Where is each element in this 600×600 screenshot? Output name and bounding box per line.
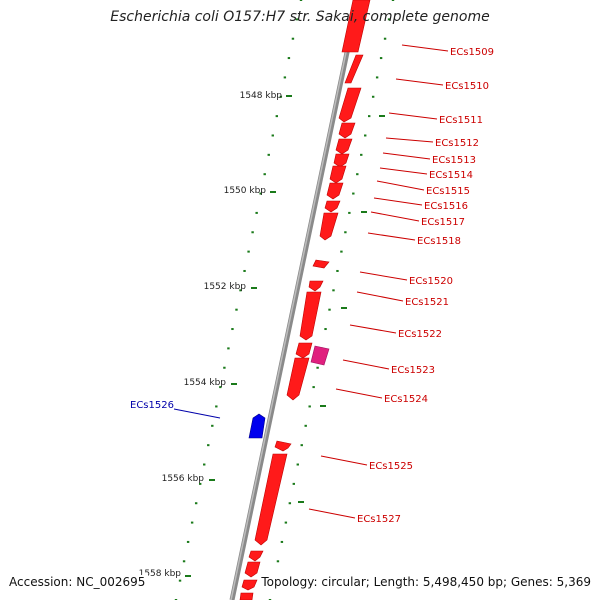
gene-ECs1517[interactable]	[324, 200, 341, 213]
gene-label[interactable]: ECs1516	[424, 201, 468, 212]
gene-small-a[interactable]	[248, 550, 264, 562]
gene-small-b[interactable]	[244, 561, 261, 578]
gene-small-d[interactable]	[239, 592, 254, 600]
gene-ECs1509[interactable]	[341, 0, 371, 53]
gene-leader-lines	[173, 44, 449, 519]
gene-ECs1514[interactable]	[333, 153, 350, 168]
kbp-label: 1554 kbp	[184, 378, 227, 388]
leader-ECs1523	[342, 359, 390, 370]
gene-label[interactable]: ECs1510	[445, 81, 489, 92]
kbp-label: 1552 kbp	[204, 282, 247, 292]
gene-ECs1520[interactable]	[312, 259, 330, 269]
kbp-label: 1550 kbp	[224, 186, 267, 196]
genome-backbone-highlight	[230, 0, 358, 600]
gene-ECs1513[interactable]	[335, 138, 353, 155]
leader-ECs1510	[395, 78, 444, 86]
gene-label[interactable]: ECs1526	[130, 400, 174, 411]
leader-ECs1514	[379, 167, 428, 175]
gene-label[interactable]: ECs1524	[384, 394, 428, 405]
leader-ECs1516	[373, 197, 423, 206]
leader-ECs1509	[401, 44, 449, 52]
leader-ECs1526	[173, 408, 221, 419]
gene-ECs1527[interactable]	[254, 453, 288, 546]
gene-label[interactable]: ECs1523	[391, 365, 435, 376]
kbp-label: 1558 kbp	[139, 569, 182, 579]
leader-ECs1520	[359, 271, 408, 281]
gene-ECs1526[interactable]	[248, 413, 266, 439]
gene-label[interactable]: ECs1515	[426, 186, 470, 197]
gene-ECs1523-red[interactable]	[295, 342, 313, 359]
gene-ECs1523[interactable]	[310, 345, 330, 366]
accession-label: Accession: NC_002695	[9, 575, 149, 589]
gene-ECs1512[interactable]	[338, 122, 356, 139]
gene-label[interactable]: ECs1511	[439, 115, 483, 126]
outer-tick-track	[268, 0, 395, 600]
gene-ECs1510[interactable]	[344, 54, 364, 84]
inner-tick-track	[174, 0, 303, 600]
gene-ECs1518[interactable]	[319, 212, 339, 241]
gene-label[interactable]: ECs1513	[432, 155, 476, 166]
leader-ECs1515	[376, 180, 425, 191]
leader-ECs1525	[320, 455, 368, 466]
gene-ECs1516[interactable]	[326, 182, 344, 200]
forward-gene-track	[239, 0, 371, 600]
gene-label[interactable]: ECs1527	[357, 514, 401, 525]
outer-major-ticks	[298, 115, 385, 503]
gene-small-c[interactable]	[241, 579, 258, 591]
gene-ECs1522[interactable]	[299, 291, 322, 341]
leader-ECs1524	[335, 388, 383, 399]
leader-ECs1513	[382, 152, 431, 160]
gene-ECs1515[interactable]	[329, 165, 347, 184]
gene-label[interactable]: ECs1509	[450, 47, 494, 58]
genome-backbone	[229, 0, 361, 600]
leader-ECs1527	[308, 508, 356, 519]
gene-label[interactable]: ECs1518	[417, 236, 461, 247]
gene-label[interactable]: ECs1514	[429, 170, 473, 181]
gene-label[interactable]: ECs1520	[409, 276, 453, 287]
gene-label[interactable]: ECs1517	[421, 217, 465, 228]
leader-ECs1522	[349, 324, 397, 334]
kbp-scale: 1548 kbp 1550 kbp 1552 kbp 1554 kbp 1556…	[139, 91, 292, 579]
leader-ECs1517	[370, 211, 420, 222]
kbp-label: 1548 kbp	[240, 91, 283, 101]
kbp-label: 1556 kbp	[162, 474, 205, 484]
leader-ECs1512	[385, 137, 434, 143]
gene-label[interactable]: ECs1522	[398, 329, 442, 340]
leader-ECs1511	[388, 112, 438, 120]
gene-label[interactable]: ECs1512	[435, 138, 479, 149]
gene-ECs1521[interactable]	[308, 280, 324, 292]
gene-label[interactable]: ECs1521	[405, 297, 449, 308]
map-title: Escherichia coli O157:H7 str. Sakai, com…	[110, 9, 490, 25]
gene-ECs1511[interactable]	[338, 87, 362, 123]
leader-ECs1521	[356, 291, 404, 302]
gene-labels: ECs1509 ECs1510 ECs1511 ECs1512 ECs1513 …	[130, 47, 494, 525]
gene-label[interactable]: ECs1525	[369, 461, 413, 472]
genome-summary: Topology: circular; Length: 5,498,450 bp…	[258, 575, 591, 589]
leader-ECs1518	[367, 232, 416, 241]
gene-ECs1525[interactable]	[274, 440, 292, 452]
gene-ECs1524[interactable]	[286, 357, 310, 401]
